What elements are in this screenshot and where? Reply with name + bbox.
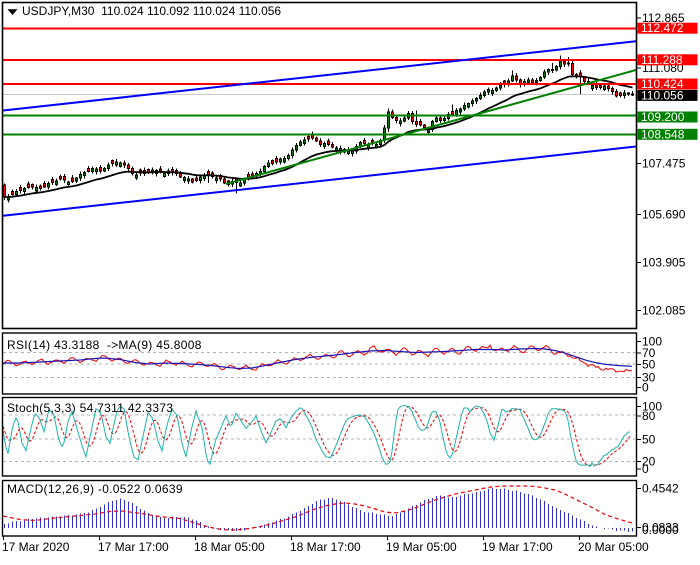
svg-text:Stoch(5,3,3) 54.7311 42.3373: Stoch(5,3,3) 54.7311 42.3373 xyxy=(7,401,173,415)
svg-text:20: 20 xyxy=(642,455,656,469)
svg-text:102.085: 102.085 xyxy=(642,303,686,317)
svg-text:80: 80 xyxy=(642,409,656,423)
svg-text:19 Mar 17:00: 19 Mar 17:00 xyxy=(482,540,553,554)
svg-text:0.4542: 0.4542 xyxy=(642,482,679,496)
svg-text:0.0833: 0.0833 xyxy=(642,520,679,534)
svg-text:107.475: 107.475 xyxy=(642,157,686,171)
svg-text:USDJPY,M30 110.024 110.092 11: USDJPY,M30 110.024 110.092 110.024 110.0… xyxy=(22,4,281,18)
svg-text:18 Mar 17:00: 18 Mar 17:00 xyxy=(290,540,361,554)
svg-text:100: 100 xyxy=(642,400,662,414)
svg-text:20 Mar 05:00: 20 Mar 05:00 xyxy=(578,540,649,554)
svg-text:110.056: 110.056 xyxy=(641,88,684,102)
svg-text:19 Mar 05:00: 19 Mar 05:00 xyxy=(386,540,457,554)
svg-text:0.0000: 0.0000 xyxy=(642,523,679,537)
svg-text:17 Mar 17:00: 17 Mar 17:00 xyxy=(98,540,169,554)
svg-text:109.200: 109.200 xyxy=(641,110,685,124)
svg-text:50: 50 xyxy=(642,357,656,371)
svg-text:0: 0 xyxy=(642,462,649,476)
svg-text:105.690: 105.690 xyxy=(642,208,686,222)
svg-text:100: 100 xyxy=(642,335,662,349)
svg-text:103.905: 103.905 xyxy=(642,256,686,270)
svg-text:112.865: 112.865 xyxy=(642,11,685,25)
svg-text:30: 30 xyxy=(642,371,656,385)
svg-text:50: 50 xyxy=(642,432,656,446)
svg-text:MACD(12,26,9) -0.0522 0.0639: MACD(12,26,9) -0.0522 0.0639 xyxy=(7,482,183,496)
svg-text:18 Mar 05:00: 18 Mar 05:00 xyxy=(194,540,265,554)
svg-text:RSI(14) 43.3188 ->MA(9) 45.80: RSI(14) 43.3188 ->MA(9) 45.8008 xyxy=(7,338,202,352)
svg-text:0: 0 xyxy=(642,380,649,394)
svg-text:17 Mar 2020: 17 Mar 2020 xyxy=(2,540,70,554)
svg-text:111.288: 111.288 xyxy=(641,53,683,67)
svg-text:112.472: 112.472 xyxy=(641,21,684,35)
svg-text:110.424: 110.424 xyxy=(641,77,684,91)
svg-text:70: 70 xyxy=(642,346,656,360)
svg-text:108.548: 108.548 xyxy=(641,127,685,141)
